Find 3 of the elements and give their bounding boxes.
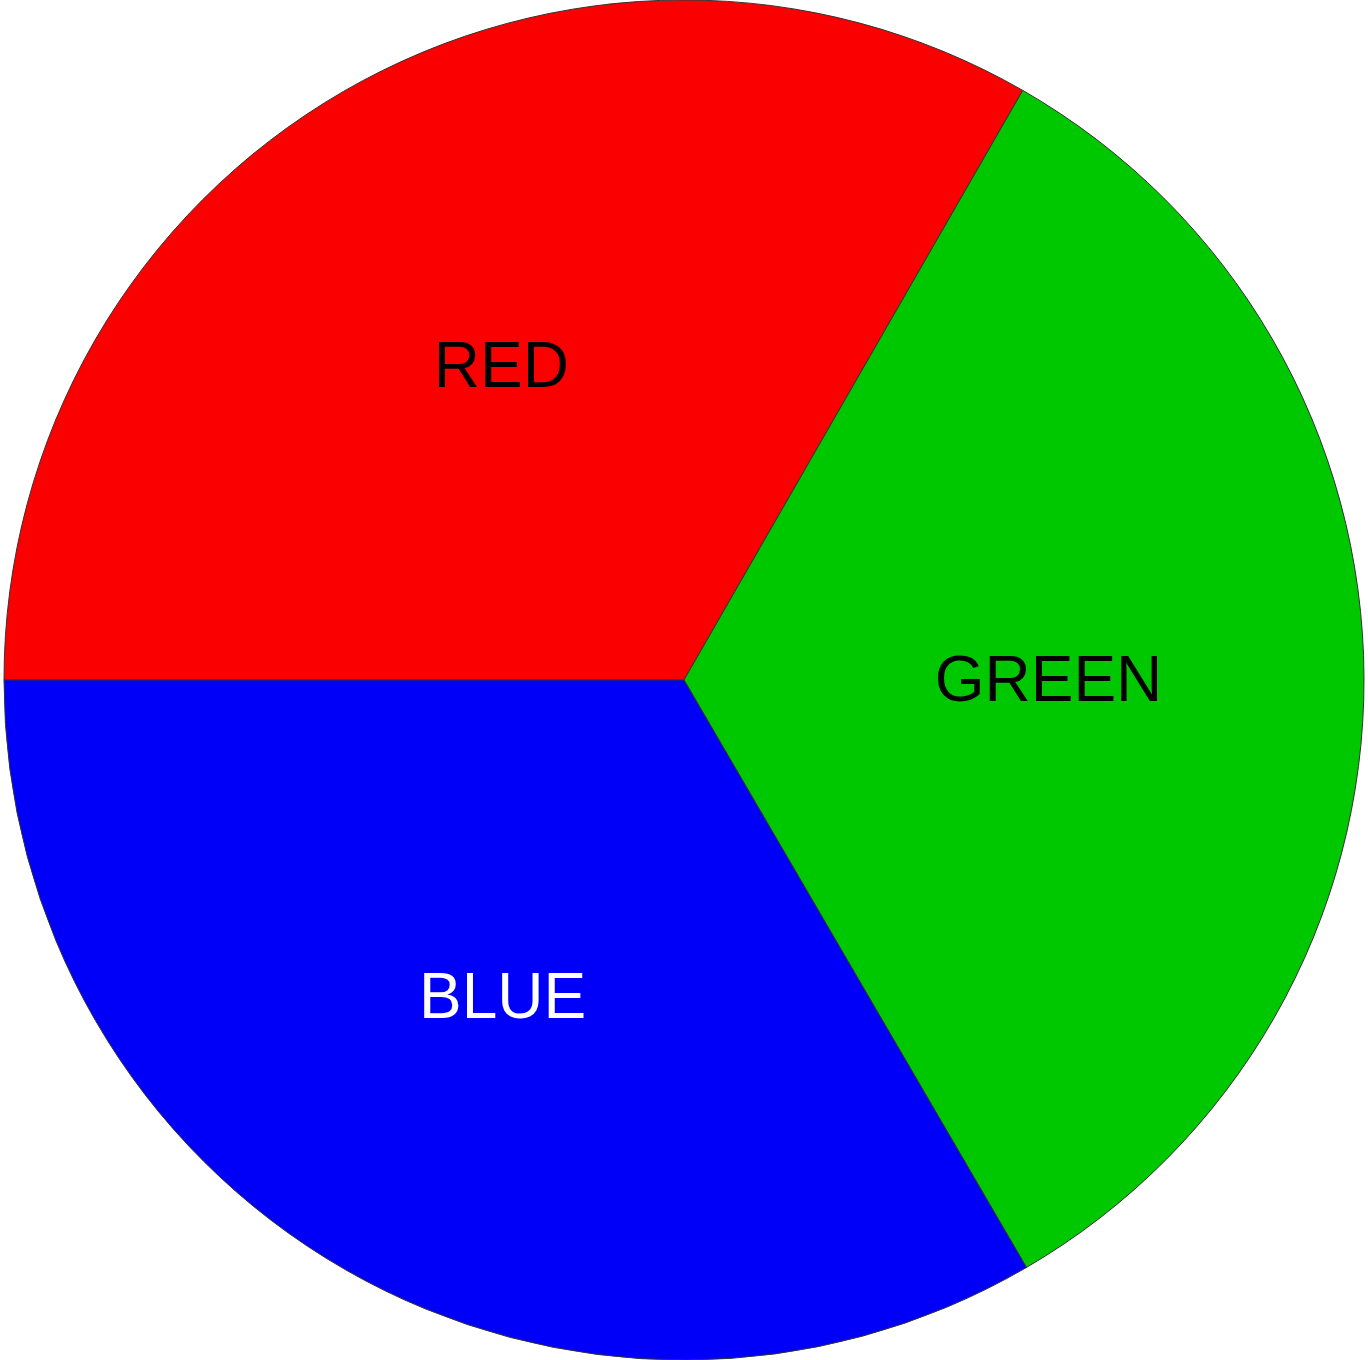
slice-label: GREEN <box>934 642 1163 715</box>
slice-label: BLUE <box>418 959 587 1032</box>
slice-label: RED <box>433 328 569 401</box>
